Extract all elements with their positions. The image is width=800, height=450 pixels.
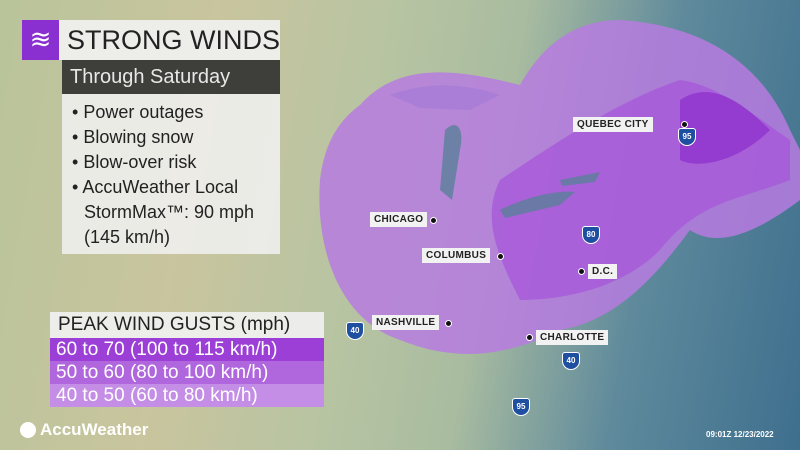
city-dot [578,268,585,275]
impact-item: • Blow-over risk [72,152,197,172]
legend-item-50-60: 50 to 60 (80 to 100 km/h) [50,361,324,384]
city-label-charlotte: CHARLOTTE [536,330,609,345]
legend-item-60-70: 60 to 70 (100 to 115 km/h) [50,338,324,361]
city-label-chicago: CHICAGO [370,212,428,227]
interstate-95-shield: 95 [678,128,696,146]
city-dot [430,217,437,224]
interstate-80-shield: 80 [582,226,600,244]
city-dot [526,334,533,341]
impact-item: • Power outages [72,102,204,122]
city-label-quebec: QUEBEC CITY [573,117,653,132]
sun-icon [20,422,36,438]
legend-item-40-50: 40 to 50 (60 to 80 km/h) [50,384,324,407]
lake-erie [500,191,575,218]
wind-icon: ≋ [22,20,59,60]
legend-title: PEAK WIND GUSTS (mph) [50,312,324,338]
impact-item: • Blowing snow [72,127,194,147]
city-dot [445,320,452,327]
city-dot [497,253,504,260]
lake-michigan [440,125,462,200]
lake-ontario [560,172,600,186]
gust-area-60-70 [680,91,770,164]
legend: PEAK WIND GUSTS (mph) 60 to 70 (100 to 1… [50,312,324,407]
impact-item: • AccuWeather Local StormMax™: 90 mph (1… [72,177,255,247]
city-label-dc: D.C. [588,264,618,279]
city-label-columbus: COLUMBUS [422,248,491,263]
headline-title: STRONG WINDS [59,20,280,60]
city-label-nashville: NASHVILLE [372,315,440,330]
impact-list: • Power outages • Blowing snow • Blow-ov… [62,94,280,254]
city-dot [681,121,688,128]
headline-panel: ≋ STRONG WINDS Through Saturday • Power … [22,20,280,254]
interstate-40-shield: 40 [346,322,364,340]
interstate-40-shield: 40 [562,352,580,370]
headline-subtitle: Through Saturday [62,60,280,94]
accuweather-logo: AccuWeather [20,420,148,440]
interstate-95-shield: 95 [512,398,530,416]
timestamp: 09:01Z 12/23/2022 [706,430,774,439]
